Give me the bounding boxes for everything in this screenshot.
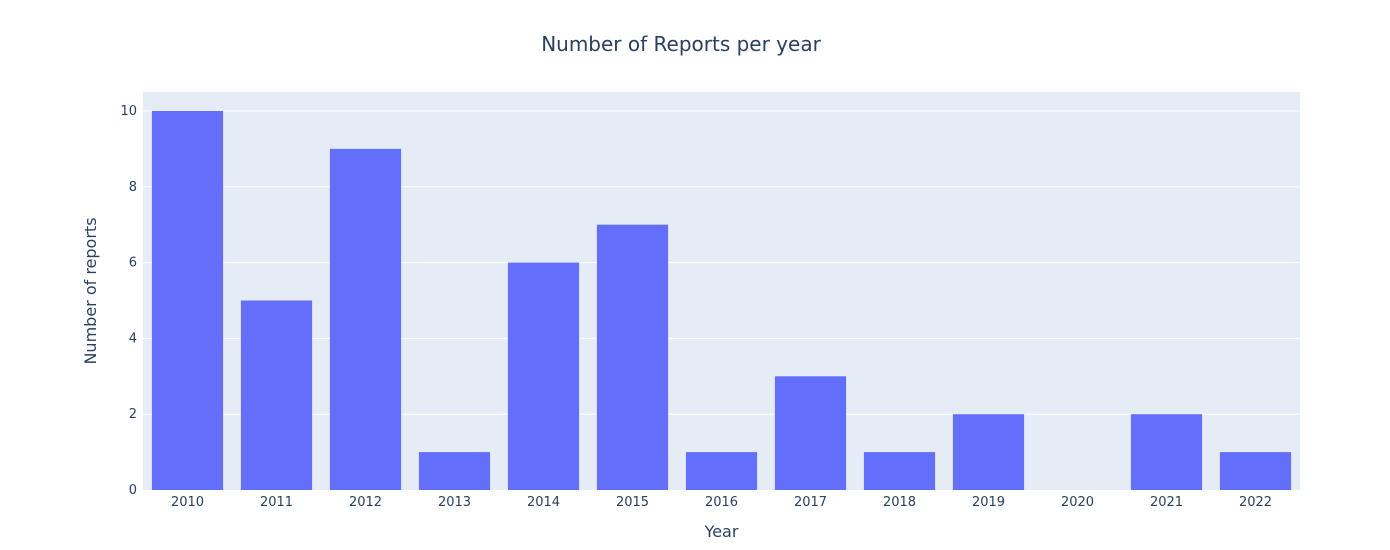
bar-2019: [952, 414, 1025, 490]
bar-2013: [418, 452, 491, 490]
bar-2015: [596, 224, 669, 490]
y-tick-label: 10: [120, 104, 137, 119]
x-tick-label: 2022: [1239, 495, 1272, 510]
bar-2021: [1130, 414, 1203, 490]
bar-2017: [774, 376, 847, 490]
x-tick-label: 2017: [794, 495, 827, 510]
bar-2022: [1219, 452, 1292, 490]
x-tick-label: 2021: [1150, 495, 1183, 510]
x-axis-title: Year: [704, 522, 739, 541]
chart-title: Number of Reports per year: [541, 32, 821, 56]
plot-background: [143, 92, 1300, 490]
x-tick-label: 2019: [972, 495, 1005, 510]
bar-2016: [685, 452, 758, 490]
bar-2018: [863, 452, 936, 490]
y-tick-label: 4: [129, 331, 137, 346]
bar-2011: [240, 300, 313, 490]
bar-2012: [329, 148, 402, 490]
x-tick-label: 2016: [705, 495, 738, 510]
y-tick-label: 2: [129, 407, 137, 422]
x-tick-label: 2011: [260, 495, 293, 510]
x-tick-label: 2010: [171, 495, 204, 510]
x-tick-label: 2012: [349, 495, 382, 510]
bar-2014: [507, 262, 580, 490]
x-tick-label: 2013: [438, 495, 471, 510]
y-tick-label: 6: [129, 256, 137, 271]
x-tick-label: 2015: [616, 495, 649, 510]
x-tick-label: 2018: [883, 495, 916, 510]
x-tick-label: 2020: [1061, 495, 1094, 510]
y-tick-label: 8: [129, 180, 137, 195]
bar-2010: [151, 110, 224, 490]
y-tick-label: 0: [129, 483, 137, 498]
y-axis-ticks: 0 2 4 6 8 10: [120, 104, 137, 498]
x-axis-ticks: 2010 2011 2012 2013 2014 2015 2016 2017 2018 2019…: [171, 495, 1272, 510]
y-axis-title: Number of reports: [81, 217, 100, 364]
x-tick-label: 2014: [527, 495, 560, 510]
bars: [151, 110, 1292, 490]
